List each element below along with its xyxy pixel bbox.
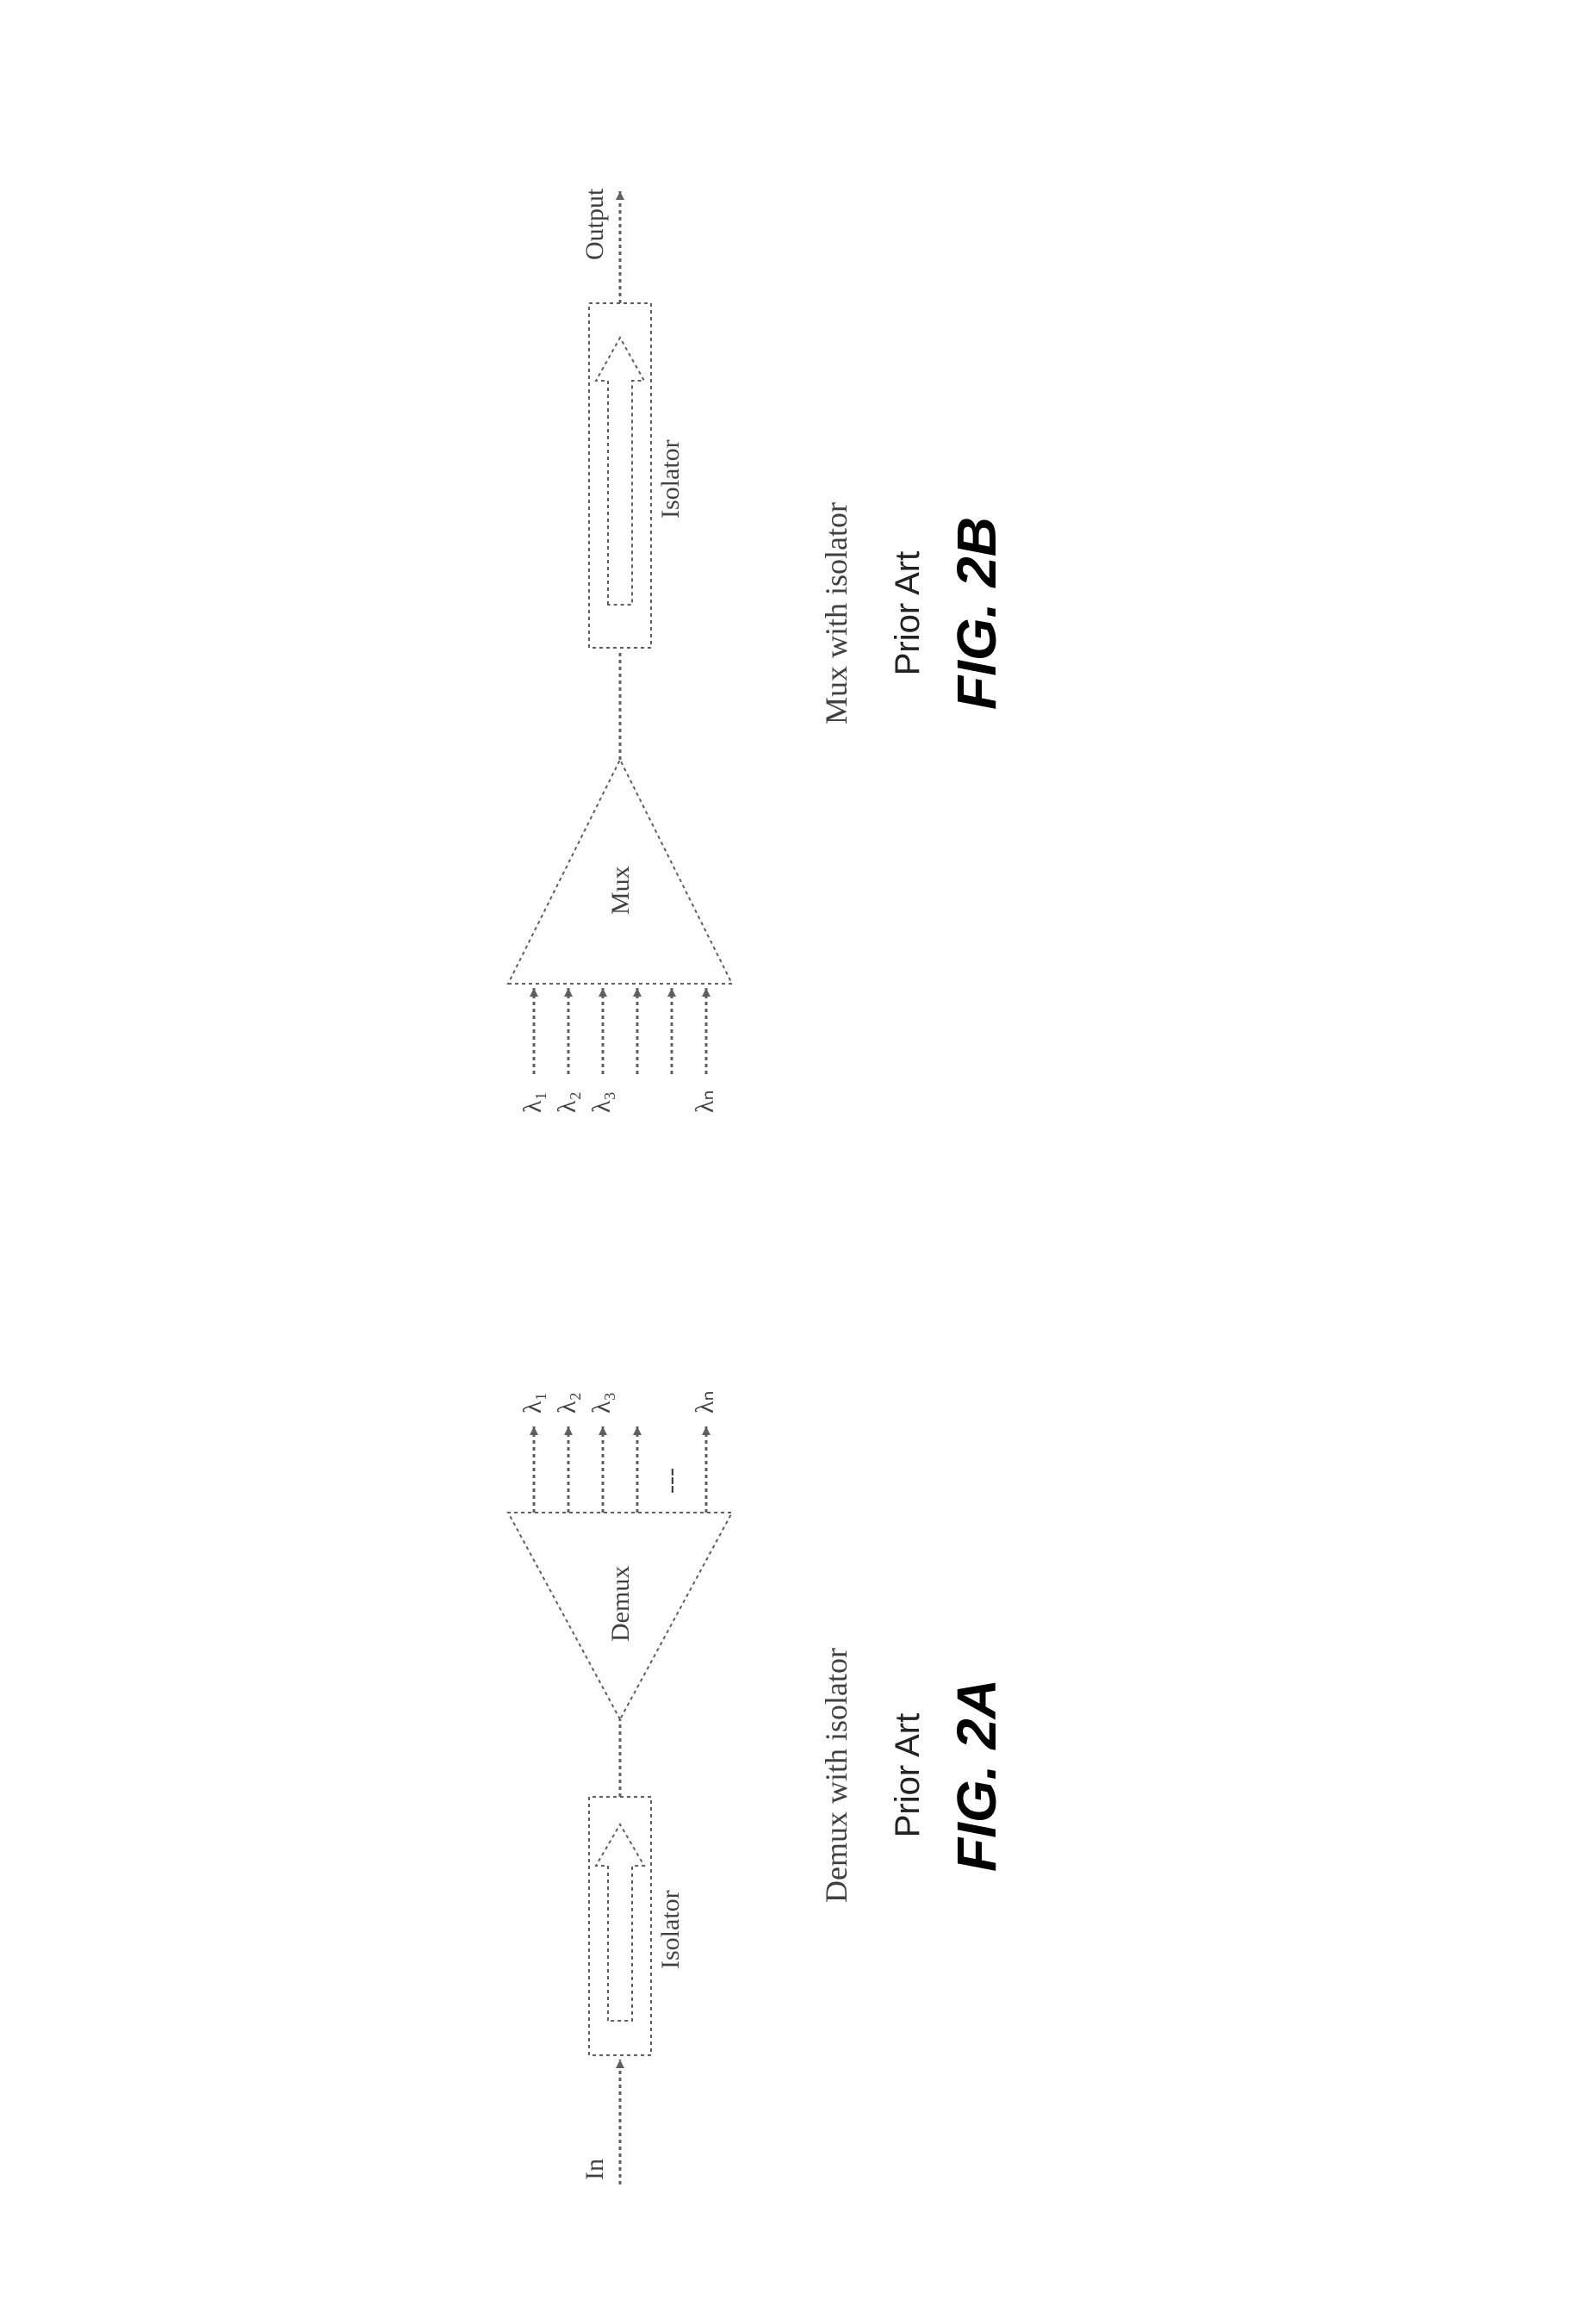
lambda-2: λ₂ [553, 1392, 581, 1414]
input-label: In [580, 2159, 609, 2180]
lambda-n: λₙ [691, 1391, 719, 1414]
demux-label: Demux [606, 1566, 635, 1642]
figure-2a: In Isolator Demux λ₁ [448, 1323, 1008, 2228]
lambda-n: λₙ [691, 1091, 719, 1114]
figure-2b-caption: Mux with isolator [818, 502, 854, 724]
lambda-ellipsis: --- [656, 1468, 685, 1494]
output-label: Output [580, 188, 609, 260]
figure-2a-title: FIG. 2A [945, 1679, 1008, 1872]
isolator-label: Isolator [656, 1890, 685, 1969]
lambda-1: λ₁ [518, 1392, 547, 1414]
figure-2a-svg: In Isolator Demux λ₁ [448, 1323, 810, 2228]
lambda-outputs: λ₁ λ₂ λ₃ --- λₙ [518, 1391, 719, 1513]
figure-2b: λ₁ λ₂ λ₃ λₙ Mux [448, 96, 1008, 1130]
isolator-label: Isolator [656, 439, 685, 519]
lambda-2: λ₂ [553, 1091, 581, 1113]
lambda-3: λ₃ [587, 1091, 616, 1113]
lambda-1: λ₁ [518, 1091, 547, 1113]
lambda-inputs: λ₁ λ₂ λ₃ λₙ [518, 988, 719, 1113]
mux-label: Mux [606, 866, 635, 915]
figure-2a-caption: Demux with isolator [818, 1648, 854, 1903]
figure-2a-prior-art: Prior Art [889, 1713, 927, 1837]
figure-2b-svg: λ₁ λ₂ λ₃ λₙ Mux [448, 96, 810, 1130]
figure-2b-title: FIG. 2B [945, 517, 1008, 710]
figure-2b-prior-art: Prior Art [889, 551, 927, 675]
lambda-3: λ₃ [587, 1392, 616, 1414]
